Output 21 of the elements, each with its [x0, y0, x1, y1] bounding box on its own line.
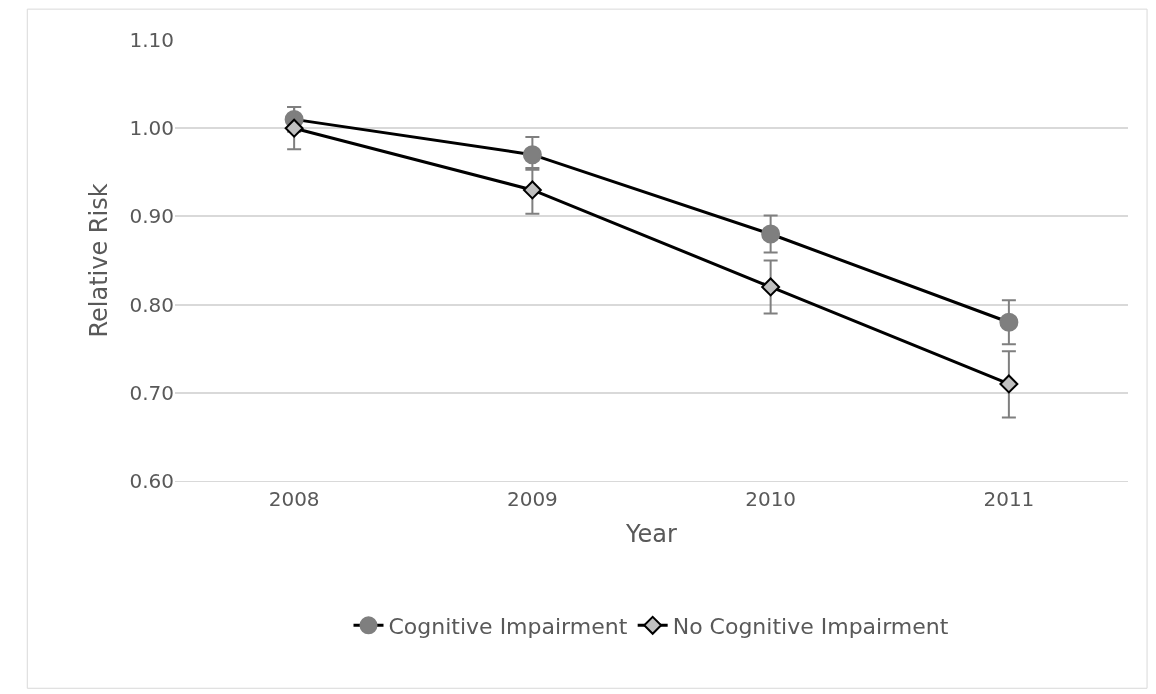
legend-label: No Cognitive Impairment: [672, 613, 949, 639]
point: [999, 312, 1019, 332]
y-tick-label: 0.60: [129, 469, 174, 493]
x-axis-title: Year: [625, 520, 678, 549]
y-tick-label: 1.00: [129, 116, 174, 141]
point: [522, 180, 542, 200]
legend-label: Cognitive Impairment: [388, 613, 628, 639]
x-tick-label: 2009: [506, 487, 558, 511]
y-axis-title: Relative Risk: [84, 183, 113, 338]
point: [999, 374, 1019, 394]
y-tick-label: 0.70: [129, 380, 174, 405]
point: [284, 118, 304, 138]
point: [761, 224, 781, 244]
point: [522, 145, 542, 165]
y-tick-label: 0.80: [129, 292, 174, 317]
x-tick-label: 2011: [983, 487, 1035, 511]
point: [761, 277, 781, 297]
y-tick-label: 1.10: [129, 28, 174, 52]
x-tick-label: 2008: [268, 487, 320, 511]
y-tick-label: 0.90: [129, 204, 174, 229]
x-tick-label: 2010: [745, 487, 797, 511]
